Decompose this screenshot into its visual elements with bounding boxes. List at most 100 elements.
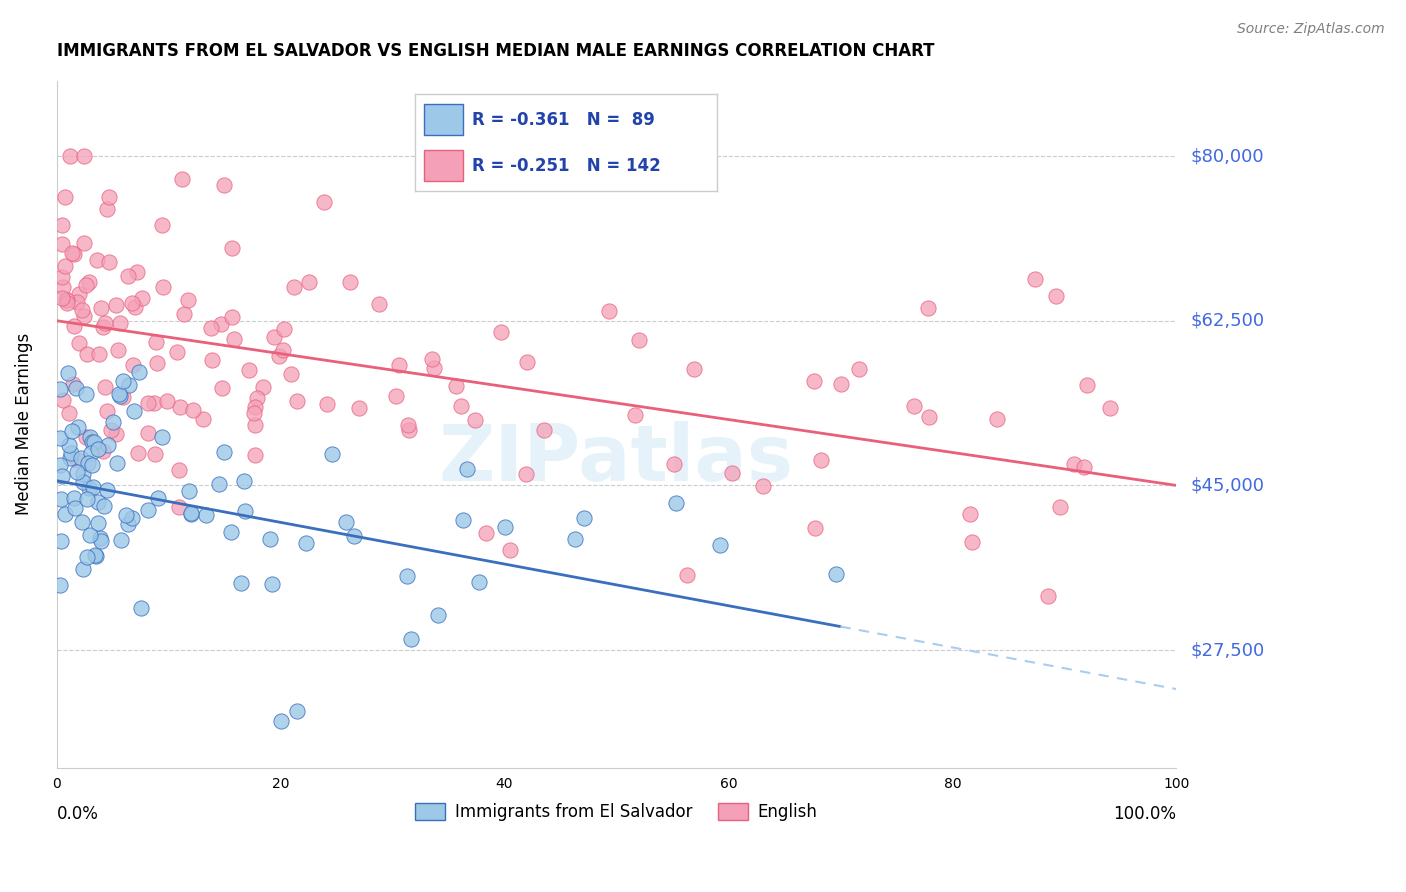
Point [221, 310, 243, 325]
Point [104, 426, 127, 441]
Point [66, 465, 89, 479]
Point [96, 483, 118, 497]
Point [180, 506, 202, 520]
Point [131, 601, 153, 615]
Point [456, 462, 478, 476]
Point [117, 516, 139, 531]
Point [62, 246, 84, 260]
Point [55, 260, 77, 274]
Point [709, 538, 731, 552]
Point [312, 194, 335, 209]
Point [848, 362, 870, 376]
Point [49, 492, 72, 507]
Point [49, 533, 72, 548]
Point [752, 479, 775, 493]
Point [127, 265, 149, 279]
Point [56, 293, 79, 308]
Point [101, 415, 124, 429]
Point [1045, 289, 1067, 303]
Point [59, 149, 82, 163]
Point [105, 456, 128, 470]
Point [72, 562, 94, 576]
Point [108, 316, 131, 330]
Point [110, 533, 132, 547]
Point [422, 360, 444, 375]
Point [152, 279, 174, 293]
Text: $80,000: $80,000 [1191, 147, 1264, 165]
Point [79, 528, 101, 542]
Point [298, 275, 321, 289]
Point [112, 375, 135, 389]
Point [94, 316, 117, 330]
Point [66, 419, 89, 434]
Point [173, 307, 195, 321]
Point [97, 438, 120, 452]
Point [87, 442, 110, 456]
Text: $62,500: $62,500 [1191, 311, 1264, 330]
Point [399, 632, 422, 646]
Point [662, 457, 685, 471]
Point [72, 467, 94, 482]
Point [245, 448, 267, 462]
Point [252, 380, 274, 394]
Point [70, 450, 93, 465]
Point [117, 378, 139, 392]
Point [75, 387, 97, 401]
Point [1073, 459, 1095, 474]
Point [221, 242, 243, 256]
Point [145, 334, 167, 349]
Point [246, 391, 269, 405]
Point [420, 351, 443, 366]
Point [156, 393, 179, 408]
Point [55, 293, 77, 308]
Point [138, 426, 160, 441]
Point [111, 390, 134, 404]
Point [117, 269, 139, 284]
Point [665, 496, 688, 510]
Point [84, 549, 107, 563]
Point [96, 403, 118, 417]
Point [66, 294, 89, 309]
Point [150, 219, 173, 233]
Point [80, 445, 103, 459]
Point [73, 149, 96, 163]
Point [49, 382, 72, 396]
Point [63, 501, 86, 516]
Point [267, 349, 290, 363]
Point [233, 474, 256, 488]
Point [90, 533, 112, 548]
Point [66, 453, 89, 467]
Point [142, 396, 165, 410]
Point [464, 413, 486, 427]
Point [280, 367, 302, 381]
Point [450, 399, 472, 413]
Point [918, 409, 941, 424]
Point [70, 302, 93, 317]
Point [96, 202, 118, 217]
Point [62, 376, 84, 391]
Point [721, 466, 744, 480]
Point [395, 569, 418, 583]
Point [89, 532, 111, 546]
Point [343, 529, 366, 543]
Point [903, 399, 925, 413]
Point [1063, 457, 1085, 471]
Point [516, 355, 538, 369]
Text: 100.0%: 100.0% [1114, 805, 1177, 823]
Point [53, 507, 76, 521]
Text: IMMIGRANTS FROM EL SALVADOR VS ENGLISH MEDIAN MALE EARNINGS CORRELATION CHART: IMMIGRANTS FROM EL SALVADOR VS ENGLISH M… [56, 42, 934, 60]
Point [91, 320, 114, 334]
Point [598, 304, 620, 318]
Point [110, 389, 132, 403]
Point [214, 445, 236, 459]
Point [131, 292, 153, 306]
Point [60, 424, 83, 438]
Point [960, 534, 983, 549]
Point [90, 301, 112, 315]
Point [98, 255, 121, 269]
Point [262, 577, 284, 591]
Point [67, 286, 90, 301]
Point [211, 380, 233, 394]
Point [75, 430, 97, 444]
Point [294, 536, 316, 550]
